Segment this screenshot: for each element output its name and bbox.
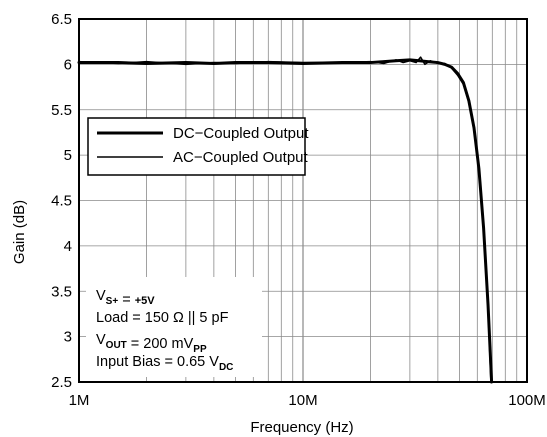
test-conditions-lines: VS+ = +5V Load = 150 Ω || 5 pF VOUT = 200 … xyxy=(96,288,233,373)
series-line-ac-coupled xyxy=(78,56,492,383)
legend-box xyxy=(87,117,306,176)
x-tick-label: 10M xyxy=(288,392,317,409)
y-tick-label: 4 xyxy=(64,238,72,255)
test-conditions-frame xyxy=(86,277,262,377)
y-tick-label: 4.5 xyxy=(51,193,72,210)
x-axis-title: Frequency (Hz) xyxy=(250,419,353,436)
series-layer xyxy=(77,56,494,384)
plot-frame xyxy=(78,18,528,383)
legend-label-dc: DC−Coupled Output xyxy=(173,125,309,142)
y-tick-labels: 2.5 3 3.5 4 4.5 5 5.5 6 6.5 xyxy=(51,11,72,391)
x-tick-label: 100M xyxy=(508,392,546,409)
legend-label-ac: AC−Coupled Output xyxy=(173,149,309,166)
y-tick-label: 6 xyxy=(64,56,72,73)
y-tick-label: 5 xyxy=(64,147,72,164)
y-tick-label: 3 xyxy=(64,329,72,346)
x-tick-labels: 1M 10M 100M xyxy=(69,392,546,409)
x-tick-label: 1M xyxy=(69,392,90,409)
y-tick-label: 5.5 xyxy=(51,102,72,119)
test-condition-line: Load = 150 Ω || 5 pF xyxy=(96,310,229,326)
y-tick-label: 2.5 xyxy=(51,374,72,391)
legend: DC−Coupled Output AC−Coupled Output xyxy=(87,117,309,176)
y-tick-label: 3.5 xyxy=(51,283,72,300)
test-conditions-box: VS+ = +5V Load = 150 Ω || 5 pF VOUT = 200 … xyxy=(86,277,262,377)
test-condition-line: VOUT = 200 mVPP xyxy=(96,332,207,355)
test-condition-line: VS+ = +5V xyxy=(96,288,155,308)
y-tick-label: 6.5 xyxy=(51,11,72,28)
y-axis-title: Gain (dB) xyxy=(11,200,28,264)
test-condition-line: Input Bias = 0.65 VDC xyxy=(96,354,233,373)
